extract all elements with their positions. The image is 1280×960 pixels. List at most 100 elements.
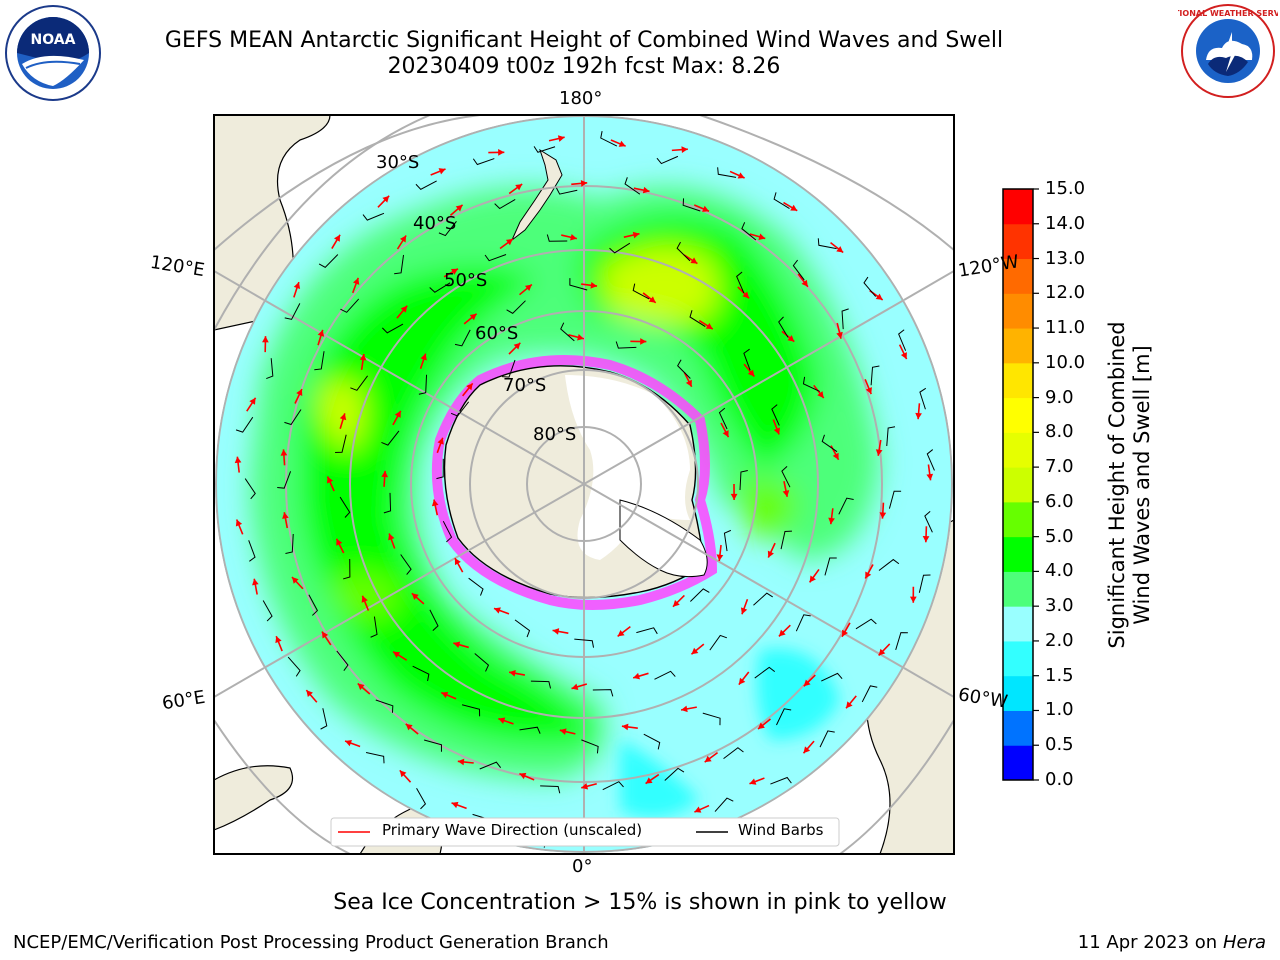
- wind-barb: [781, 466, 791, 488]
- wave-arrow-head: [411, 593, 419, 600]
- colorbar-tick-label: 15.0: [1045, 178, 1086, 199]
- wave-arrow-head: [672, 600, 680, 607]
- svg-text:NOAA: NOAA: [31, 32, 76, 48]
- wave-arrow-head: [702, 205, 710, 212]
- chart-title: GEFS MEAN Antarctic Significant Height o…: [164, 28, 1004, 53]
- wind-barb: [350, 375, 369, 391]
- wave-arrow-head: [809, 575, 816, 583]
- wave-arrow-head: [557, 135, 565, 142]
- colorbar-segment: [1003, 745, 1033, 781]
- wind-barb: [248, 540, 256, 562]
- wave-arrow-head: [400, 305, 408, 313]
- wind-barb: [592, 689, 614, 697]
- wave-arrow-head: [235, 519, 243, 527]
- colorbar-frame: [1002, 188, 1034, 781]
- colorbar-segment: [1003, 223, 1033, 260]
- wind-barb: [533, 146, 556, 153]
- colorbar-segment: [1003, 189, 1033, 225]
- wave-arrow-head: [801, 279, 808, 287]
- wave-arrow-head: [590, 281, 598, 289]
- wave-arrow-head: [291, 577, 299, 584]
- lon-label-180: 180°: [559, 88, 603, 109]
- colorbar-tick-label: 4.0: [1045, 560, 1074, 582]
- wind-barb: [819, 730, 835, 748]
- wind-barb: [314, 351, 325, 371]
- wind-barb: [415, 180, 437, 190]
- wind-barb: [861, 685, 878, 703]
- wave-arrow-head: [633, 672, 641, 680]
- wave-arrow-head: [457, 758, 465, 766]
- wind-barb: [540, 785, 561, 794]
- wave-arrow-head: [509, 669, 516, 677]
- footer-host: Hera: [1222, 932, 1266, 953]
- wind-barb: [555, 187, 578, 195]
- legend-wind-barbs-label: Wind Barbs: [738, 821, 824, 839]
- wind-barb: [429, 282, 451, 293]
- wind-barb: [624, 177, 641, 195]
- wave-arrow-head: [617, 629, 625, 637]
- wind-barb: [776, 708, 792, 726]
- wind-barb: [643, 733, 661, 750]
- colorbar-tick-label: 8.0: [1045, 421, 1074, 443]
- wind-barb: [919, 387, 927, 410]
- wave-arrow-head: [926, 473, 934, 481]
- wave-arrow-head: [455, 204, 463, 212]
- colorbar-segment: [1003, 571, 1033, 607]
- wave-arrow-head: [441, 691, 449, 699]
- wave-arrow-head: [405, 723, 413, 731]
- wind-barb: [318, 254, 339, 268]
- wind-barb: [918, 574, 931, 593]
- wind-barb: [723, 747, 744, 760]
- wave-arrow-head: [875, 293, 883, 300]
- wind-barb: [479, 761, 502, 770]
- colorbar-segment: [1003, 710, 1033, 746]
- wave-arrow-head: [469, 313, 477, 321]
- wind-barb: [743, 348, 751, 371]
- wind-barb: [709, 634, 728, 651]
- footer-credit: NCEP/EMC/Verification Post Processing Pr…: [13, 932, 609, 953]
- wave-arrow-head: [704, 755, 712, 763]
- wind-barb: [450, 401, 470, 417]
- lat-label-80s: 80°S: [533, 424, 577, 445]
- wind-barb: [436, 458, 444, 480]
- lat-label-70s: 70°S: [503, 375, 547, 396]
- wave-arrow-head: [632, 231, 640, 239]
- wind-barb: [336, 650, 349, 671]
- wind-barb: [284, 303, 301, 320]
- colorbar-tick-label: 0.5: [1045, 734, 1074, 756]
- wave-arrow-head: [524, 284, 532, 291]
- wind-barb: [365, 751, 385, 764]
- wave-arrow-head: [730, 493, 738, 500]
- wind-barb: [838, 497, 854, 515]
- wave-arrow-head: [321, 631, 329, 639]
- wave-arrow-head: [352, 277, 360, 285]
- wave-arrow-head: [317, 329, 325, 337]
- lat-label-50s: 50°S: [444, 270, 488, 291]
- wind-barb: [780, 530, 792, 550]
- wave-arrow-head: [747, 369, 755, 377]
- wave-arrow-head: [782, 490, 790, 497]
- colorbar-title-line2: Wind Waves and Swell [m]: [1130, 345, 1154, 625]
- sea-ice-ring: [431, 355, 718, 610]
- wave-arrow-head: [394, 410, 401, 418]
- wave-arrow-head: [749, 778, 757, 785]
- colorbar-tick-label: 1.5: [1045, 664, 1074, 686]
- lat-label-60s: 60°S: [475, 323, 519, 344]
- wave-arrow-head: [234, 456, 242, 464]
- wind-barb: [664, 767, 685, 781]
- wave-arrow-head: [640, 338, 647, 345]
- colorbar-segment: [1003, 328, 1033, 364]
- wind-barb: [308, 594, 319, 616]
- wind-barb: [400, 554, 412, 575]
- wind-barb: [609, 242, 631, 254]
- wind-barb: [438, 221, 457, 237]
- wind-barb: [235, 416, 254, 433]
- wind-barb: [602, 781, 624, 791]
- colorbar-segment: [1003, 501, 1033, 538]
- wind-barb: [514, 619, 531, 638]
- wind-barb: [636, 627, 658, 635]
- colorbar-tick-label: 3.0: [1045, 595, 1074, 617]
- wind-barb: [926, 449, 935, 471]
- wind-barb: [285, 533, 294, 554]
- wave-arrow-head: [691, 647, 699, 655]
